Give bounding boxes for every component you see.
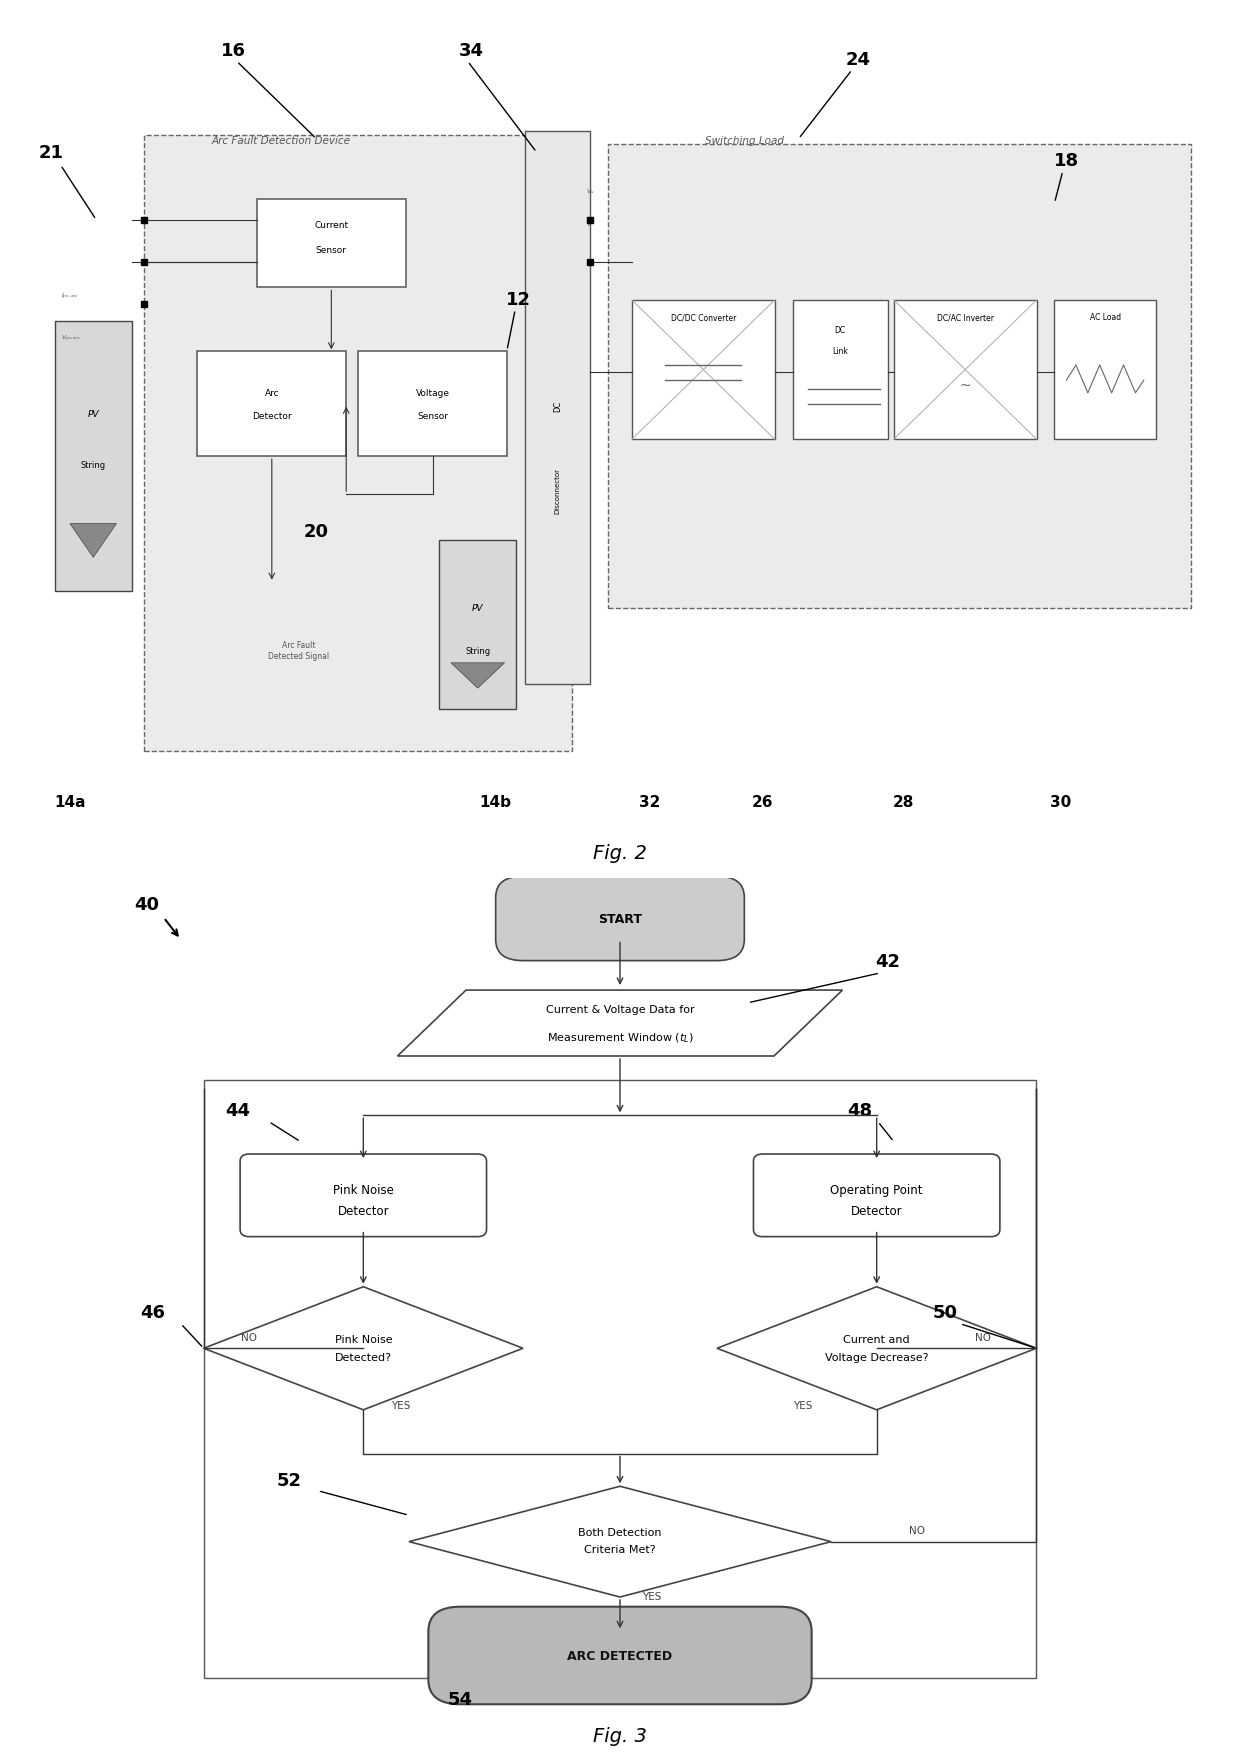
Text: 14a: 14a — [55, 794, 86, 810]
Text: 16: 16 — [221, 42, 246, 60]
Text: 14b: 14b — [479, 794, 511, 810]
Text: PV: PV — [88, 409, 99, 420]
FancyBboxPatch shape — [894, 300, 1037, 439]
Text: 32: 32 — [639, 794, 661, 810]
Text: 18: 18 — [1054, 151, 1079, 170]
FancyBboxPatch shape — [358, 351, 507, 457]
Text: 42: 42 — [875, 952, 900, 970]
Text: NO: NO — [975, 1332, 991, 1342]
Text: 44: 44 — [226, 1102, 250, 1119]
Text: Detector: Detector — [337, 1204, 389, 1218]
Text: Disconnector: Disconnector — [554, 467, 560, 513]
Text: 26: 26 — [753, 794, 774, 810]
Text: Current & Voltage Data for: Current & Voltage Data for — [546, 1005, 694, 1014]
Text: NO: NO — [909, 1525, 925, 1536]
Text: DC/DC Converter: DC/DC Converter — [671, 313, 737, 322]
Text: Sensor: Sensor — [316, 246, 347, 255]
FancyBboxPatch shape — [792, 300, 888, 439]
FancyBboxPatch shape — [428, 1606, 812, 1704]
Text: Voltage Decrease?: Voltage Decrease? — [825, 1353, 929, 1362]
Text: Fig. 3: Fig. 3 — [593, 1725, 647, 1745]
Text: NO: NO — [242, 1332, 257, 1342]
Text: YES: YES — [392, 1400, 410, 1411]
Text: 24: 24 — [846, 51, 870, 69]
Text: YES: YES — [792, 1400, 812, 1411]
FancyBboxPatch shape — [525, 132, 590, 685]
Text: Operating Point: Operating Point — [831, 1182, 923, 1197]
Text: Voltage: Voltage — [415, 388, 450, 399]
Text: String: String — [465, 647, 490, 655]
Text: $I_s$: $I_s$ — [588, 220, 593, 230]
Text: START: START — [598, 912, 642, 926]
Text: 40: 40 — [134, 896, 159, 914]
Text: Pink Noise: Pink Noise — [335, 1335, 392, 1344]
Text: Arc Fault Detection Device: Arc Fault Detection Device — [211, 135, 350, 146]
FancyBboxPatch shape — [257, 200, 405, 288]
Text: Switching Load: Switching Load — [706, 135, 785, 146]
Text: $V_{pv,arc}$: $V_{pv,arc}$ — [61, 334, 82, 344]
Text: DC: DC — [835, 325, 846, 336]
Text: 48: 48 — [847, 1102, 872, 1119]
Text: 34: 34 — [459, 42, 484, 60]
Text: Arc: Arc — [264, 388, 279, 399]
Text: YES: YES — [642, 1592, 662, 1601]
Text: Current: Current — [314, 220, 348, 230]
FancyBboxPatch shape — [144, 137, 573, 752]
Text: DC/AC Inverter: DC/AC Inverter — [936, 313, 993, 322]
Text: 52: 52 — [277, 1471, 301, 1488]
Text: Detector: Detector — [851, 1204, 903, 1218]
Text: String: String — [81, 460, 105, 469]
Text: Both Detection: Both Detection — [578, 1527, 662, 1537]
Polygon shape — [398, 991, 842, 1056]
FancyBboxPatch shape — [241, 1154, 486, 1237]
Text: Link: Link — [832, 346, 848, 357]
Text: Arc Fault
Detected Signal: Arc Fault Detected Signal — [268, 641, 329, 661]
FancyBboxPatch shape — [608, 144, 1192, 608]
Text: 21: 21 — [38, 144, 63, 162]
Text: Measurement Window ($t_L$): Measurement Window ($t_L$) — [547, 1031, 693, 1044]
FancyBboxPatch shape — [632, 300, 775, 439]
Text: 12: 12 — [506, 292, 531, 309]
Text: 54: 54 — [448, 1690, 472, 1708]
FancyBboxPatch shape — [1054, 300, 1156, 439]
Text: Pink Noise: Pink Noise — [332, 1182, 394, 1197]
Text: AC Load: AC Load — [1090, 313, 1121, 322]
FancyBboxPatch shape — [754, 1154, 999, 1237]
Text: $V_s$: $V_s$ — [587, 186, 594, 195]
Text: PV: PV — [472, 604, 484, 613]
Text: Fig. 2: Fig. 2 — [593, 843, 647, 863]
Text: 46: 46 — [140, 1304, 165, 1321]
Text: 28: 28 — [893, 794, 914, 810]
Text: Detected?: Detected? — [335, 1353, 392, 1362]
Text: DC: DC — [553, 401, 562, 411]
Polygon shape — [203, 1286, 523, 1409]
Text: Current and: Current and — [843, 1335, 910, 1344]
Text: ARC DETECTED: ARC DETECTED — [568, 1650, 672, 1662]
Polygon shape — [451, 664, 505, 689]
Text: $I_{pv,arc}$: $I_{pv,arc}$ — [61, 292, 79, 302]
FancyBboxPatch shape — [496, 877, 744, 961]
Text: Detector: Detector — [252, 411, 291, 422]
Text: Sensor: Sensor — [417, 411, 448, 422]
Polygon shape — [717, 1286, 1037, 1409]
Text: 30: 30 — [1050, 794, 1071, 810]
Text: 50: 50 — [932, 1304, 957, 1321]
Polygon shape — [69, 524, 117, 559]
FancyBboxPatch shape — [55, 322, 131, 592]
FancyBboxPatch shape — [197, 351, 346, 457]
Polygon shape — [409, 1486, 831, 1597]
Text: ~: ~ — [960, 378, 971, 392]
Text: Criteria Met?: Criteria Met? — [584, 1544, 656, 1553]
Text: 20: 20 — [304, 524, 329, 541]
FancyBboxPatch shape — [439, 541, 516, 710]
